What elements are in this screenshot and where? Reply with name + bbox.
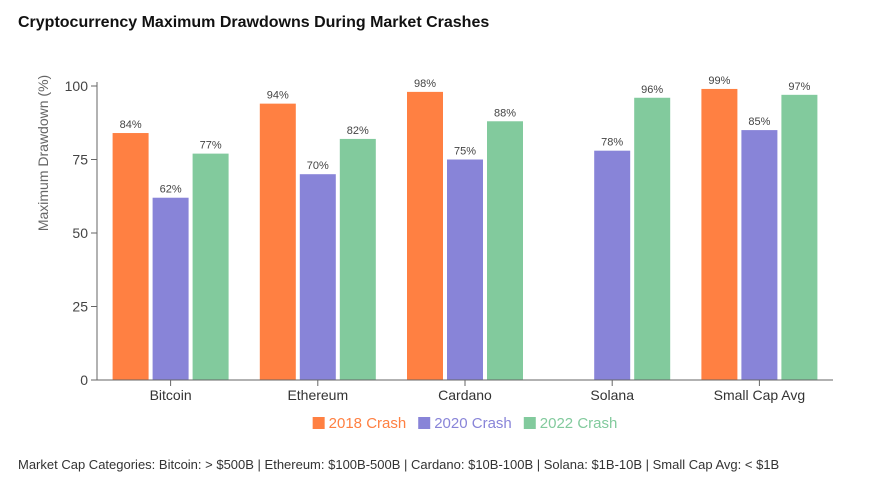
data-label: 78% [601,137,623,149]
bar [701,88,738,380]
bar [299,174,336,380]
chart-title: Cryptocurrency Maximum Drawdowns During … [18,14,490,31]
bar [259,103,296,380]
bar [447,159,483,380]
legend-swatch [418,417,431,429]
bar [594,150,631,380]
data-label: 99% [708,75,730,87]
y-tick-label: 75 [72,152,88,168]
x-tick-label: Small Cap Avg [714,387,806,403]
data-label: 94% [267,90,289,102]
bar [781,94,818,380]
data-label: 96% [641,84,663,96]
bar [407,91,443,380]
bars: 84% 62% 77% 94% 70% 82% 98% 75% 88% 78% 96% 99% 85% 9… [112,75,818,380]
y-axis-title: Maximum Drawdown (%) [35,75,51,231]
bar [192,153,229,380]
data-label: 84% [120,119,142,131]
data-label: 85% [748,116,770,128]
y-axis: 0 25 50 75 100 Maximum Drawdown (%) [35,75,98,388]
legend-label: 2018 Crash [329,415,407,432]
y-tick-label: 25 [72,299,88,315]
legend-label: 2022 Crash [540,415,618,432]
y-tick-label: 100 [65,78,89,94]
data-label: 97% [788,81,810,93]
data-label: 62% [160,184,182,196]
footnote: Market Cap Categories: Bitcoin: > $500B … [18,457,780,472]
bar [634,97,671,380]
x-axis: Bitcoin Ethereum Cardano Solana Small Cap Av… [97,379,833,403]
data-label: 88% [494,107,516,119]
bar [487,121,523,380]
data-label: 82% [347,125,369,137]
x-tick-label: Solana [590,387,634,403]
data-label: 75% [454,146,476,158]
data-label: 70% [307,160,329,172]
x-tick-label: Cardano [438,387,492,403]
legend: 2018 Crash 2020 Crash 2022 Crash [312,415,618,432]
bar [741,130,778,380]
legend-swatch [523,417,536,429]
x-tick-label: Ethereum [287,387,348,403]
y-tick-label: 50 [72,225,88,241]
y-tick-label: 0 [80,372,88,388]
legend-label: 2020 Crash [434,415,512,432]
data-label: 77% [200,140,222,152]
bar-chart: 0 25 50 75 100 Maximum Drawdown (%) 84% 62% 77%… [35,75,833,432]
data-label: 98% [414,78,436,90]
bar [152,197,189,380]
bar [112,133,149,380]
x-tick-label: Bitcoin [150,387,192,403]
bar [339,138,376,380]
legend-swatch [312,417,325,429]
